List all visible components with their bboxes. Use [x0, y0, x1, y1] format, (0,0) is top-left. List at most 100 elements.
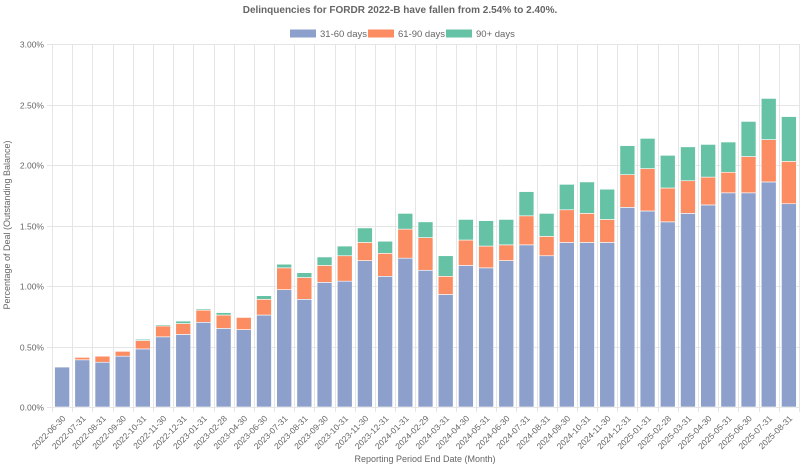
bar-61-90-days-2023-11-30[interactable]: [357, 242, 373, 261]
bar-stack-2022-10-31[interactable]: [135, 338, 151, 408]
bar-61-90-days-2025-06-30[interactable]: [740, 156, 757, 194]
bar-61-90-days-2025-02-28[interactable]: [659, 187, 676, 223]
bar-stack-2024-10-31[interactable]: [579, 181, 595, 408]
bar-61-90-days-2024-08-31[interactable]: [538, 236, 555, 257]
bar-90-days-2024-09-30[interactable]: [559, 184, 575, 211]
bar-90-days-2024-02-29[interactable]: [417, 221, 434, 238]
bar-61-90-days-2023-04-30[interactable]: [236, 317, 252, 330]
bar-61-90-days-2024-01-31[interactable]: [397, 228, 414, 259]
bar-stack-2023-04-30[interactable]: [236, 317, 252, 408]
bar-31-60-days-2024-03-31[interactable]: [437, 294, 454, 408]
bar-31-60-days-2023-08-31[interactable]: [296, 299, 313, 408]
bar-stack-2024-08-31[interactable]: [538, 213, 555, 408]
bar-90-days-2025-06-30[interactable]: [740, 121, 757, 157]
bar-90-days-2024-03-31[interactable]: [437, 255, 454, 277]
bar-61-90-days-2024-07-31[interactable]: [518, 215, 535, 246]
bar-61-90-days-2023-10-31[interactable]: [336, 255, 353, 282]
bar-stack-2024-04-30[interactable]: [458, 219, 474, 408]
bar-stack-2024-06-30[interactable]: [498, 219, 515, 408]
bar-61-90-days-2025-04-30[interactable]: [700, 176, 716, 206]
bar-stack-2023-11-30[interactable]: [357, 227, 373, 408]
bar-90-days-2023-02-28[interactable]: [215, 312, 232, 316]
bar-stack-2022-08-31[interactable]: [94, 355, 111, 408]
bar-61-90-days-2022-12-31[interactable]: [175, 323, 191, 335]
bar-stack-2022-11-30[interactable]: [155, 324, 171, 408]
bar-90-days-2024-12-31[interactable]: [619, 145, 636, 175]
bar-61-90-days-2023-02-28[interactable]: [215, 314, 232, 329]
bar-61-90-days-2025-08-31[interactable]: [781, 161, 797, 205]
bar-stack-2025-07-31[interactable]: [760, 98, 777, 408]
bar-61-90-days-2023-12-31[interactable]: [377, 253, 393, 277]
bar-90-days-2025-08-31[interactable]: [781, 116, 797, 162]
bar-61-90-days-2024-06-30[interactable]: [498, 244, 515, 261]
bar-90-days-2025-01-31[interactable]: [639, 138, 656, 169]
bar-stack-2025-02-28[interactable]: [659, 155, 676, 408]
bar-90-days-2023-12-31[interactable]: [377, 240, 393, 254]
bar-90-days-2025-03-31[interactable]: [680, 146, 696, 182]
bar-stack-2023-06-30[interactable]: [256, 295, 272, 408]
bar-90-days-2025-02-28[interactable]: [659, 155, 676, 189]
bar-31-60-days-2023-01-31[interactable]: [195, 321, 212, 408]
bar-61-90-days-2022-08-31[interactable]: [94, 355, 111, 363]
bar-31-60-days-2022-11-30[interactable]: [155, 336, 171, 408]
bar-31-60-days-2024-06-30[interactable]: [498, 260, 515, 408]
bar-90-days-2023-10-31[interactable]: [336, 245, 353, 257]
bar-90-days-2024-05-31[interactable]: [478, 220, 494, 247]
bar-stack-2023-12-31[interactable]: [377, 240, 393, 408]
bar-stack-2024-02-29[interactable]: [417, 221, 434, 408]
bar-61-90-days-2024-11-30[interactable]: [599, 219, 615, 243]
bar-90-days-2023-07-31[interactable]: [276, 263, 292, 269]
bar-61-90-days-2022-07-31[interactable]: [74, 357, 91, 361]
bar-90-days-2024-11-30[interactable]: [599, 188, 615, 220]
bar-31-60-days-2022-10-31[interactable]: [135, 348, 151, 408]
bar-31-60-days-2025-01-31[interactable]: [639, 210, 656, 408]
bar-31-60-days-2024-05-31[interactable]: [478, 267, 494, 408]
bar-31-60-days-2025-07-31[interactable]: [760, 181, 777, 408]
bar-61-90-days-2024-10-31[interactable]: [579, 213, 595, 243]
bar-90-days-2024-07-31[interactable]: [518, 191, 535, 217]
bar-stack-2024-07-31[interactable]: [518, 191, 535, 408]
bar-31-60-days-2023-11-30[interactable]: [357, 260, 373, 408]
bar-31-60-days-2023-06-30[interactable]: [256, 314, 272, 408]
bar-stack-2025-04-30[interactable]: [700, 144, 716, 408]
bar-31-60-days-2023-12-31[interactable]: [377, 276, 393, 408]
bar-90-days-2022-10-31[interactable]: [135, 338, 151, 341]
bar-61-90-days-2024-05-31[interactable]: [478, 245, 494, 269]
bar-stack-2025-08-31[interactable]: [781, 116, 797, 408]
bar-61-90-days-2025-05-31[interactable]: [720, 171, 737, 194]
bar-31-60-days-2025-02-28[interactable]: [659, 221, 676, 408]
bar-61-90-days-2024-12-31[interactable]: [619, 174, 636, 208]
bar-90-days-2023-09-30[interactable]: [316, 256, 333, 266]
bar-31-60-days-2025-04-30[interactable]: [700, 204, 716, 408]
bar-61-90-days-2024-02-29[interactable]: [417, 237, 434, 271]
bar-stack-2025-06-30[interactable]: [740, 121, 757, 408]
bar-61-90-days-2024-04-30[interactable]: [458, 239, 474, 266]
legend-item-61-90[interactable]: 61-90 days: [368, 29, 445, 40]
bar-stack-2023-01-31[interactable]: [195, 308, 212, 408]
bar-stack-2024-03-31[interactable]: [437, 255, 454, 408]
bar-61-90-days-2022-11-30[interactable]: [155, 325, 171, 338]
legend-item-90-plus[interactable]: 90+ days: [446, 29, 515, 40]
bar-61-90-days-2023-08-31[interactable]: [296, 277, 313, 300]
bar-90-days-2024-08-31[interactable]: [538, 213, 555, 237]
bar-31-60-days-2022-08-31[interactable]: [94, 361, 111, 408]
bar-31-60-days-2024-10-31[interactable]: [579, 242, 595, 408]
bar-stack-2022-12-31[interactable]: [175, 320, 191, 408]
bar-stack-2023-08-31[interactable]: [296, 272, 313, 408]
bar-stack-2025-03-31[interactable]: [680, 146, 696, 408]
bar-61-90-days-2025-03-31[interactable]: [680, 180, 696, 214]
bar-31-60-days-2024-02-29[interactable]: [417, 269, 434, 408]
bar-stack-2023-02-28[interactable]: [215, 312, 232, 408]
bar-90-days-2023-06-30[interactable]: [256, 295, 272, 300]
bar-61-90-days-2023-01-31[interactable]: [195, 309, 212, 323]
bar-61-90-days-2025-07-31[interactable]: [760, 139, 777, 183]
bar-31-60-days-2022-12-31[interactable]: [175, 334, 191, 408]
bar-90-days-2022-11-30[interactable]: [155, 324, 171, 327]
bar-31-60-days-2025-03-31[interactable]: [680, 213, 696, 408]
bar-90-days-2024-10-31[interactable]: [579, 181, 595, 214]
bar-31-60-days-2024-12-31[interactable]: [619, 207, 636, 408]
bar-31-60-days-2024-01-31[interactable]: [397, 257, 414, 408]
legend-item-31-60[interactable]: 31-60 days: [290, 29, 367, 40]
bar-90-days-2024-04-30[interactable]: [458, 219, 474, 241]
bar-31-60-days-2025-06-30[interactable]: [740, 192, 757, 408]
